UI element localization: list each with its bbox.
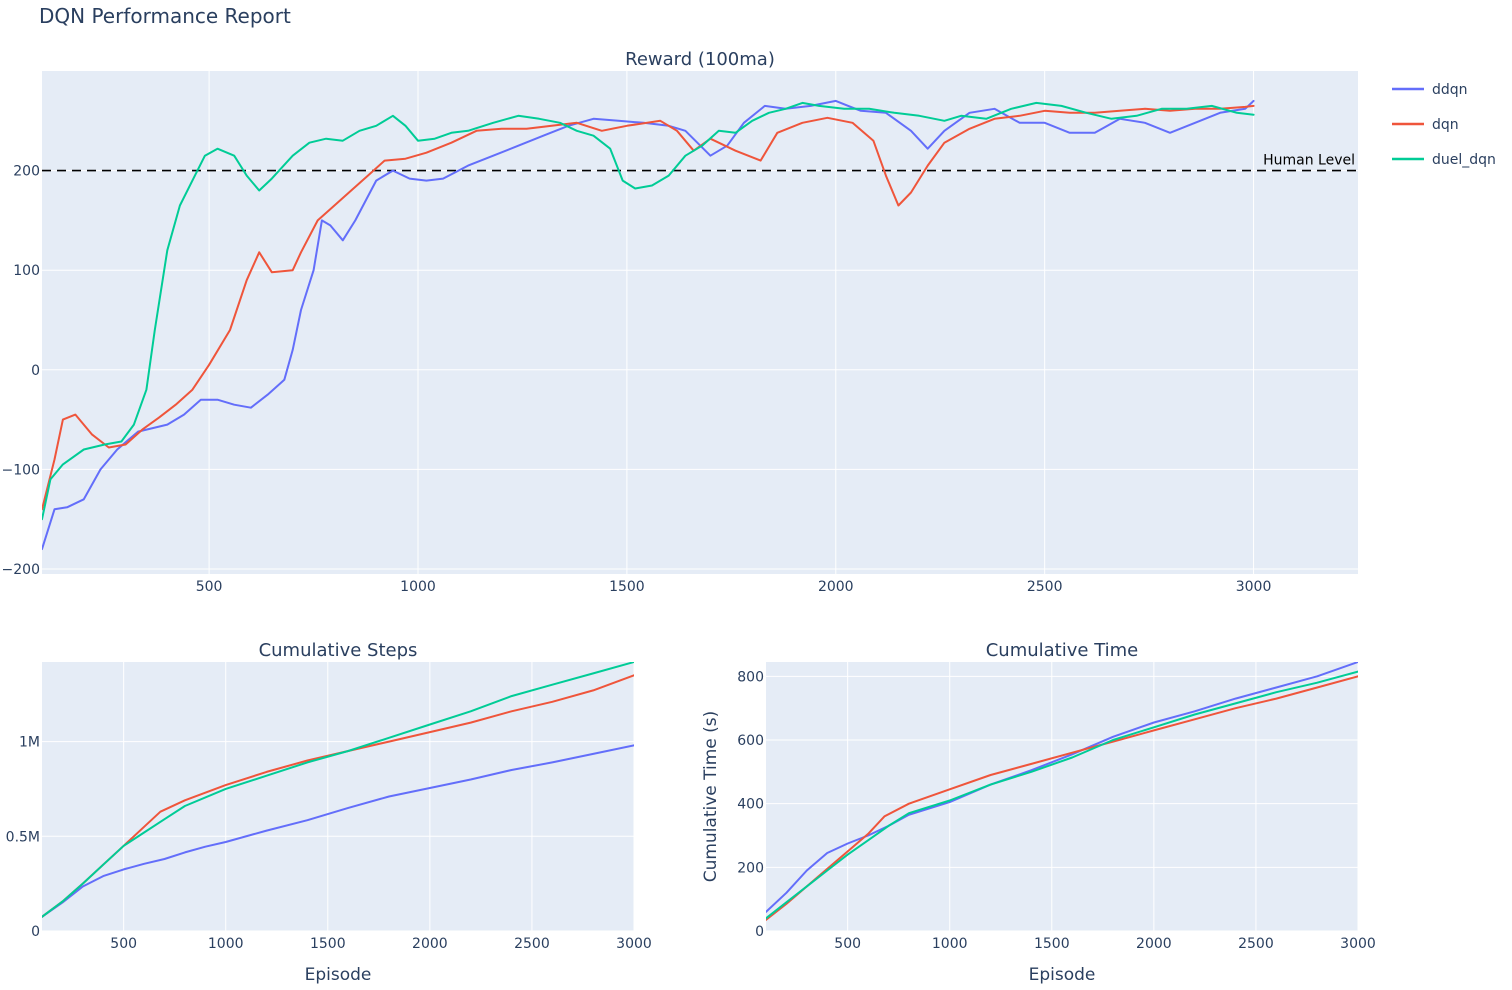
time-ytick-label: 400 bbox=[737, 797, 764, 813]
time-xtick-label: 2500 bbox=[1238, 936, 1274, 952]
steps-plot-area bbox=[42, 662, 634, 931]
time-panel: 500 1000 1500 2000 2500 3000 0 200 400 600 800 Cumu… bbox=[701, 640, 1376, 985]
steps-x-axis-label: Episode bbox=[305, 965, 372, 985]
reward-xtick-label: 1000 bbox=[400, 579, 436, 595]
legend-item-dqn[interactable]: dqn bbox=[1392, 117, 1459, 133]
steps-title: Cumulative Steps bbox=[259, 640, 418, 661]
time-x-axis-label: Episode bbox=[1029, 965, 1096, 985]
steps-ytick-label: 0.5M bbox=[6, 829, 40, 845]
steps-ytick-label: 0 bbox=[31, 924, 40, 940]
time-xtick-label: 500 bbox=[834, 936, 861, 952]
steps-xtick-label: 1000 bbox=[208, 936, 244, 952]
reward-reference-label: Human Level bbox=[1263, 153, 1355, 169]
time-ytick-label: 600 bbox=[737, 733, 764, 749]
steps-xtick-label: 3000 bbox=[616, 936, 652, 952]
reward-title: Reward (100ma) bbox=[625, 49, 775, 70]
steps-series-ddqn bbox=[42, 744, 634, 918]
report-title: DQN Performance Report bbox=[39, 4, 291, 28]
time-y-axis-label: Cumulative Time (s) bbox=[701, 711, 721, 883]
steps-ytick-label: 1M bbox=[19, 735, 40, 751]
legend[interactable]: ddqn dqn duel_dqn bbox=[1392, 82, 1496, 168]
legend-item-ddqn[interactable]: ddqn bbox=[1392, 82, 1468, 98]
reward-ytick-label: 200 bbox=[13, 164, 40, 180]
time-series-dqn bbox=[766, 675, 1358, 921]
reward-panel: 500 1000 1500 2000 2500 3000 −200 −100 0 100 200 Re… bbox=[2, 49, 1358, 595]
time-xtick-label: 1500 bbox=[1034, 936, 1070, 952]
time-plot-area bbox=[766, 662, 1358, 931]
reward-xtick-label: 2500 bbox=[1027, 579, 1063, 595]
reward-ytick-label: −100 bbox=[2, 462, 40, 478]
legend-label-dqn: dqn bbox=[1432, 117, 1459, 133]
steps-xtick-label: 500 bbox=[110, 936, 137, 952]
reward-ytick-label: 0 bbox=[31, 363, 40, 379]
time-ytick-label: 200 bbox=[737, 860, 764, 876]
reward-ytick-label: 100 bbox=[13, 263, 40, 279]
time-ytick-label: 800 bbox=[737, 669, 764, 685]
time-xtick-label: 3000 bbox=[1340, 936, 1376, 952]
reward-xtick-label: 500 bbox=[196, 579, 223, 595]
reward-xtick-label: 1500 bbox=[609, 579, 645, 595]
time-ytick-label: 0 bbox=[755, 924, 764, 940]
reward-series-dqn bbox=[42, 104, 1255, 511]
legend-label-duel_dqn: duel_dqn bbox=[1432, 152, 1496, 168]
reward-plot-area bbox=[42, 71, 1358, 574]
steps-xtick-label: 2500 bbox=[514, 936, 550, 952]
reward-xtick-label: 3000 bbox=[1236, 579, 1272, 595]
steps-series-duel_dqn bbox=[42, 662, 634, 918]
time-xtick-label: 1000 bbox=[932, 936, 968, 952]
reward-ytick-label: −200 bbox=[2, 562, 40, 578]
legend-label-ddqn: ddqn bbox=[1432, 82, 1468, 98]
reward-series-duel_dqn bbox=[42, 101, 1255, 521]
time-title: Cumulative Time bbox=[986, 640, 1139, 661]
legend-item-duel_dqn[interactable]: duel_dqn bbox=[1392, 152, 1496, 168]
steps-xtick-label: 2000 bbox=[412, 936, 448, 952]
reward-xtick-label: 2000 bbox=[818, 579, 854, 595]
steps-xtick-label: 1500 bbox=[310, 936, 346, 952]
time-series-duel_dqn bbox=[766, 670, 1358, 920]
time-xtick-label: 2000 bbox=[1136, 936, 1172, 952]
steps-panel: 500 1000 1500 2000 2500 3000 0 0.5M 1M Cumulative… bbox=[6, 640, 652, 985]
